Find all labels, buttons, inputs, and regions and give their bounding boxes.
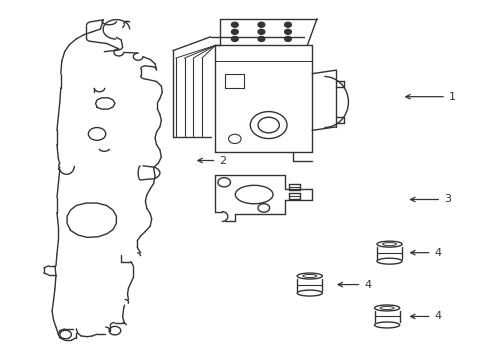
Text: 4: 4 [410,248,441,258]
Circle shape [284,36,291,41]
Text: 3: 3 [410,194,450,204]
Circle shape [231,22,238,27]
Text: 1: 1 [405,92,455,102]
Circle shape [284,22,291,27]
Circle shape [258,30,264,34]
Text: 4: 4 [410,311,441,321]
Text: 4: 4 [337,280,370,289]
Circle shape [258,22,264,27]
Circle shape [231,30,238,34]
Circle shape [231,36,238,41]
Circle shape [258,36,264,41]
Text: 2: 2 [198,156,226,166]
Circle shape [284,30,291,34]
